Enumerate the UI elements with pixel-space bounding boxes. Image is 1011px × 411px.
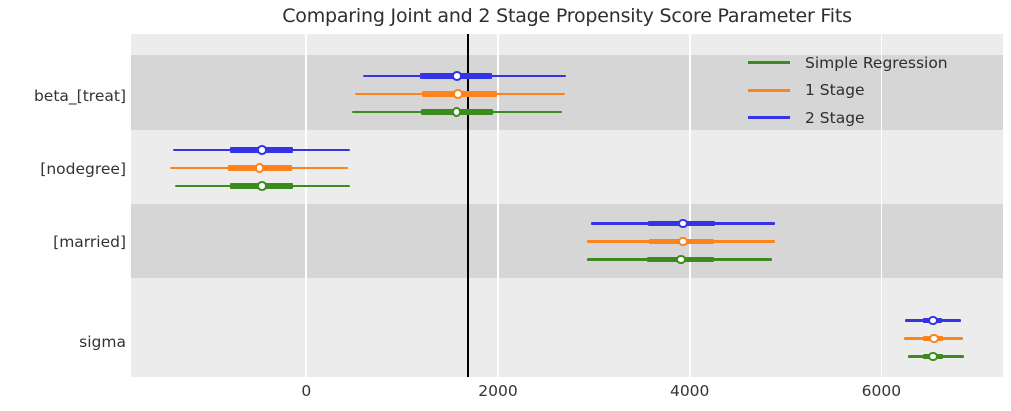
grid-line [880, 34, 883, 377]
background-band [131, 55, 1003, 130]
point-estimate-marker [451, 107, 462, 117]
legend-item: 2 Stage [748, 104, 948, 132]
point-estimate-marker [928, 351, 938, 362]
point-estimate-marker [257, 145, 267, 155]
legend-line-swatch [748, 116, 790, 120]
x-tick-label: 6000 [861, 382, 902, 400]
legend-item: Simple Regression [748, 49, 948, 77]
point-estimate-marker [678, 218, 688, 229]
legend-label: 1 Stage [805, 81, 865, 100]
chart-title: Comparing Joint and 2 Stage Propensity S… [282, 5, 852, 27]
legend-line-swatch [748, 61, 790, 65]
x-tick-label: 4000 [669, 382, 710, 400]
point-estimate-marker [254, 163, 265, 173]
grid-line [497, 34, 499, 377]
background-band [131, 278, 1003, 377]
point-estimate-marker [676, 254, 686, 265]
legend-line-swatch [748, 88, 790, 92]
point-estimate-marker [678, 236, 688, 247]
legend-item: 1 Stage [748, 77, 948, 105]
x-tick-label: 0 [301, 382, 312, 400]
y-tick-label: [married] [53, 233, 126, 251]
background-band [131, 34, 1003, 55]
legend: Simple Regression 1 Stage 2 Stage [748, 49, 948, 132]
reference-line [467, 34, 470, 377]
point-estimate-marker [451, 71, 462, 81]
legend-label: Simple Regression [805, 53, 948, 72]
point-estimate-marker [928, 315, 938, 326]
legend-label: 2 Stage [805, 108, 865, 127]
point-estimate-marker [929, 333, 939, 344]
point-estimate-marker [453, 89, 464, 99]
x-tick-label: 2000 [478, 382, 518, 400]
plot-area [131, 34, 1003, 377]
background-band [131, 204, 1003, 278]
grid-line [688, 34, 691, 377]
grid-line [305, 34, 308, 377]
point-estimate-marker [257, 181, 267, 191]
y-tick-label: [nodegree] [40, 160, 126, 178]
y-tick-label: beta_[treat] [33, 87, 126, 105]
y-tick-label: sigma [79, 333, 126, 351]
